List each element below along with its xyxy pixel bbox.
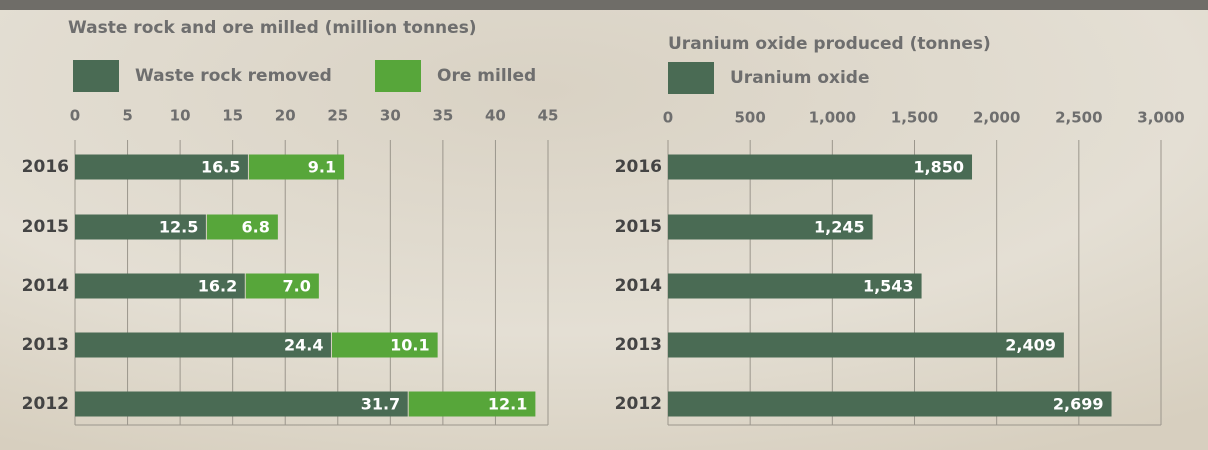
- value-label: 10.1: [390, 336, 429, 355]
- legend-label: Ore milled: [437, 66, 536, 86]
- value-label: 1,543: [863, 277, 914, 296]
- value-label: 9.1: [308, 158, 336, 177]
- chart-title: Waste rock and ore milled (million tonne…: [68, 18, 477, 38]
- value-label: 31.7: [361, 395, 400, 414]
- x-tick-label: 20: [275, 107, 296, 125]
- value-label: 24.4: [284, 336, 323, 355]
- legend-label: Waste rock removed: [135, 66, 332, 86]
- y-tick-label: 2015: [615, 217, 662, 237]
- x-tick-label: 40: [485, 107, 506, 125]
- x-tick-label: 2,000: [973, 109, 1020, 127]
- x-tick-label: 10: [170, 107, 191, 125]
- x-tick-label: 0: [70, 107, 80, 125]
- x-tick-label: 35: [432, 107, 453, 125]
- x-tick-label: 1,500: [891, 109, 938, 127]
- x-tick-label: 2,500: [1055, 109, 1102, 127]
- y-tick-label: 2014: [615, 276, 662, 296]
- x-tick-label: 0: [663, 109, 673, 127]
- chart-page: Waste rock and ore milled (million tonne…: [0, 0, 1208, 450]
- y-tick-label: 2014: [22, 276, 69, 296]
- x-tick-label: 1,000: [809, 109, 856, 127]
- value-label: 2,699: [1053, 395, 1104, 414]
- legend-swatch: [73, 60, 119, 92]
- value-label: 1,850: [913, 158, 964, 177]
- value-label: 1,245: [814, 218, 865, 237]
- y-tick-label: 2013: [615, 335, 662, 355]
- x-tick-label: 30: [380, 107, 401, 125]
- x-tick-label: 45: [538, 107, 559, 125]
- y-tick-label: 2016: [615, 157, 662, 177]
- y-tick-label: 2012: [22, 394, 69, 414]
- bar: [75, 392, 408, 417]
- value-label: 6.8: [242, 218, 270, 237]
- value-label: 7.0: [283, 277, 311, 296]
- legend-swatch: [375, 60, 421, 92]
- y-tick-label: 2016: [22, 157, 69, 177]
- x-tick-label: 500: [735, 109, 766, 127]
- y-tick-label: 2012: [615, 394, 662, 414]
- x-tick-label: 3,000: [1137, 109, 1184, 127]
- bar: [668, 392, 1112, 417]
- value-label: 16.5: [201, 158, 240, 177]
- legend-swatch: [668, 62, 714, 94]
- legend-label: Uranium oxide: [730, 68, 870, 88]
- x-tick-label: 25: [327, 107, 348, 125]
- chart-title: Uranium oxide produced (tonnes): [668, 34, 991, 54]
- value-label: 16.2: [198, 277, 237, 296]
- value-label: 2,409: [1005, 336, 1056, 355]
- y-tick-label: 2013: [22, 335, 69, 355]
- value-label: 12.1: [488, 395, 527, 414]
- x-tick-label: 5: [122, 107, 132, 125]
- x-tick-label: 15: [222, 107, 243, 125]
- top-band: [0, 0, 1208, 10]
- value-label: 12.5: [159, 218, 198, 237]
- y-tick-label: 2015: [22, 217, 69, 237]
